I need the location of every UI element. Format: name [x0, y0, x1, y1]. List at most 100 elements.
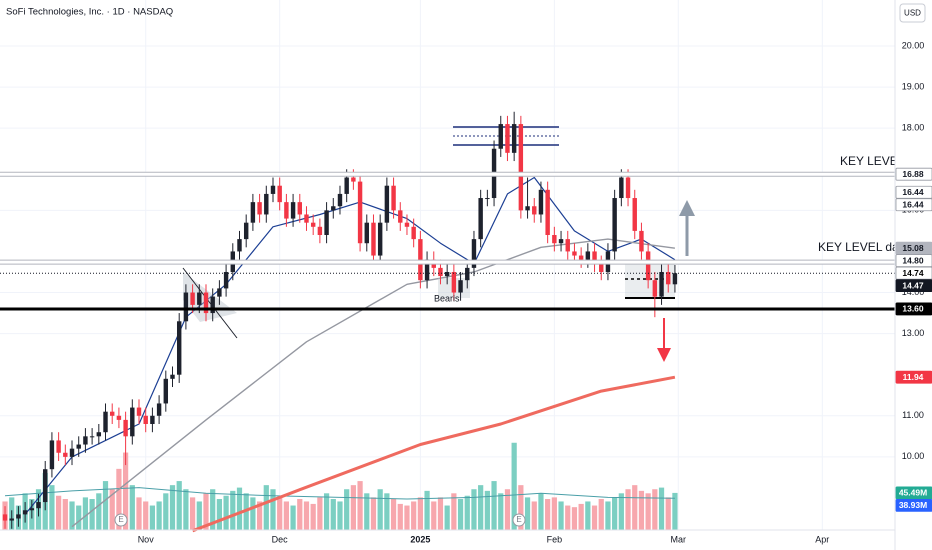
- currency: USD: [904, 9, 921, 18]
- candle-body: [310, 222, 316, 227]
- candle-body: [203, 292, 209, 314]
- candle-body: [83, 436, 88, 445]
- candle-body: [545, 189, 550, 236]
- levels: [0, 171, 895, 311]
- volume-bar: [210, 489, 216, 530]
- volume-bar: [270, 489, 276, 530]
- volume-bar: [545, 499, 551, 530]
- candle-body: [337, 193, 343, 207]
- volume-bar: [223, 495, 229, 530]
- candle-body: [223, 271, 229, 289]
- annotation: KEY LEVEL: [840, 154, 905, 168]
- axes: 10.0011.0013.0014.0016.0018.0019.0020.00…: [138, 40, 932, 544]
- x-tick-label: Feb: [547, 534, 563, 544]
- currency-box[interactable]: [899, 3, 926, 23]
- candle-body: [150, 415, 155, 424]
- candle-body: [391, 185, 396, 211]
- chart-title: SoFi Technologies, Inc. · 1D · NASDAQ: [6, 7, 173, 18]
- candle-body: [130, 407, 135, 437]
- candle-body: [183, 292, 189, 322]
- price-badge-label: 14.74: [902, 268, 924, 278]
- volume-bar: [290, 505, 296, 530]
- candle-body: [498, 124, 503, 149]
- candle-body: [197, 292, 202, 305]
- volume-bar: [638, 490, 645, 530]
- candle-body: [284, 202, 289, 219]
- volume-bar: [411, 501, 417, 530]
- volume-bar: [69, 501, 75, 530]
- volume-bar: [109, 489, 115, 530]
- price-badge: [895, 266, 932, 280]
- annotation: KEY LEVEL day: [818, 240, 905, 254]
- candle-body: [371, 222, 376, 256]
- candle-body: [444, 271, 450, 277]
- candle-body: [2, 514, 8, 521]
- candle-body: [103, 411, 108, 433]
- volume-bar: [169, 485, 176, 530]
- candle-body: [645, 251, 651, 281]
- candle-body: [9, 518, 14, 521]
- price-badge-label: 11.94: [903, 372, 924, 382]
- price-badge-label: 16.88: [902, 169, 924, 179]
- volume-bar: [236, 487, 243, 530]
- price-badge: [895, 254, 932, 268]
- y-tick-label: 20.00: [902, 40, 925, 50]
- price-badge: [895, 279, 932, 293]
- volume-bar: [350, 485, 356, 530]
- candle-body: [317, 226, 323, 236]
- volume-bar: [116, 468, 122, 530]
- volume-bar: [163, 493, 169, 530]
- candle-body: [666, 271, 671, 285]
- candle-body: [56, 440, 61, 453]
- candle-body: [304, 214, 309, 223]
- y-tick-label: 10.00: [902, 451, 925, 461]
- volume-bar: [56, 495, 62, 530]
- candle-body: [22, 510, 28, 515]
- candle-body: [237, 239, 242, 252]
- volume-bar: [256, 501, 263, 530]
- price-badge: [895, 370, 932, 384]
- earnings-icon[interactable]: [512, 513, 526, 527]
- volume-bar: [618, 493, 624, 530]
- volume-bar: [464, 495, 470, 530]
- candle-body: [471, 239, 477, 268]
- price-badge-label: 45.49M: [899, 488, 927, 498]
- volume-bar: [62, 499, 68, 530]
- candle-body: [538, 189, 544, 215]
- volume-bar: [571, 507, 578, 530]
- volume-bar: [585, 501, 591, 530]
- volume-bar: [390, 499, 397, 530]
- volume-bar: [672, 492, 678, 530]
- candle-body: [123, 419, 128, 437]
- candle-body: [344, 177, 349, 194]
- volume-bar: [330, 499, 336, 530]
- candle-body: [485, 198, 490, 200]
- price-badge: [895, 486, 932, 500]
- volume-bar: [625, 489, 631, 530]
- candle-body: [518, 124, 524, 211]
- candle-body: [49, 440, 55, 470]
- candle-body: [525, 206, 530, 211]
- candle-body: [63, 452, 68, 457]
- candle-body: [451, 271, 457, 293]
- volume-bar: [591, 505, 598, 530]
- candle-body: [639, 230, 644, 252]
- candle-body: [404, 222, 410, 227]
- volume-bar: [189, 497, 196, 530]
- candle-body: [217, 288, 222, 297]
- candles: [2, 111, 678, 529]
- earnings-icon[interactable]: [114, 513, 128, 527]
- volume-bar: [337, 501, 343, 530]
- volume-bar: [504, 489, 511, 530]
- volume-bar: [444, 505, 450, 530]
- volume-bar: [96, 493, 102, 530]
- arrow-up-head: [679, 200, 695, 216]
- volume-bar: [156, 501, 162, 530]
- volume-bar: [370, 497, 377, 530]
- candle-body: [69, 448, 75, 457]
- volume-bar: [250, 497, 256, 530]
- volume-bar: [478, 485, 484, 530]
- candle-body: [585, 251, 591, 260]
- volume-bar: [491, 481, 497, 530]
